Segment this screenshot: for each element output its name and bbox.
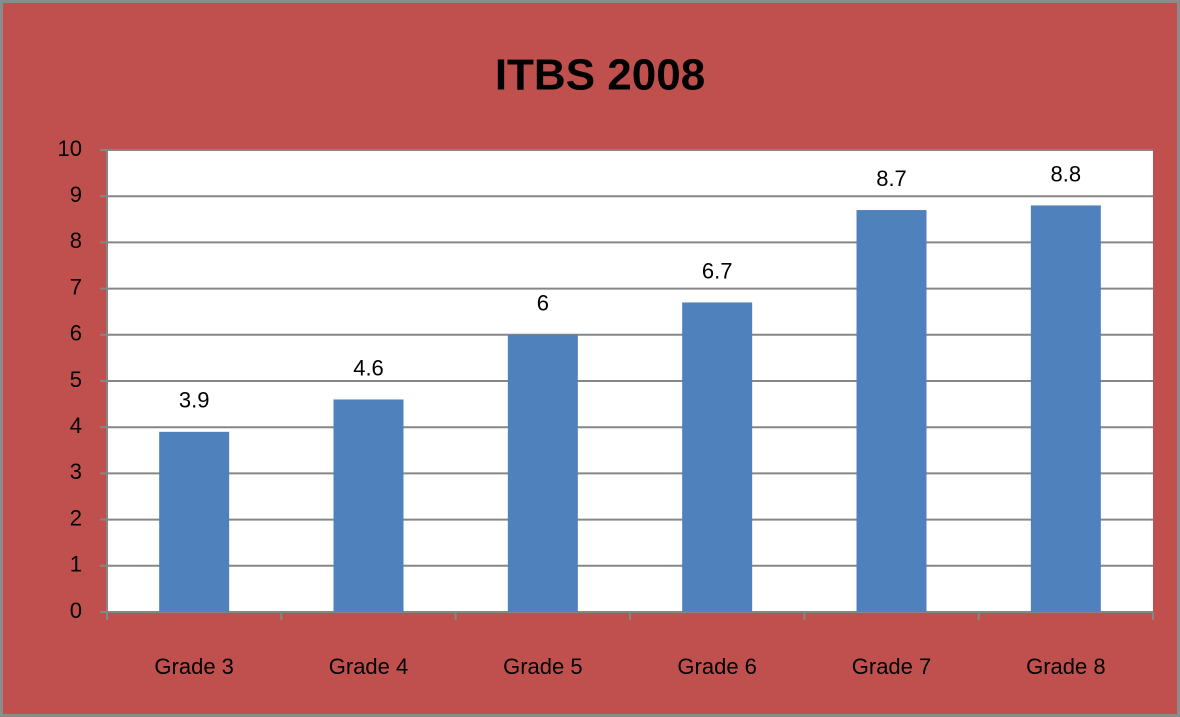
y-tick-label: 10 <box>58 136 82 161</box>
bar <box>682 302 753 612</box>
data-label: 8.7 <box>876 166 907 191</box>
data-label: 8.8 <box>1051 161 1082 186</box>
bar <box>856 210 927 612</box>
bar <box>333 399 404 612</box>
x-tick-label: Grade 6 <box>677 654 757 679</box>
chart-title: ITBS 2008 <box>495 51 705 100</box>
y-tick-label: 7 <box>70 274 82 299</box>
data-label: 6 <box>537 291 549 316</box>
y-tick-label: 2 <box>70 505 82 530</box>
y-tick-label: 9 <box>70 182 82 207</box>
data-label: 4.6 <box>353 355 384 380</box>
y-tick-label: 3 <box>70 459 82 484</box>
bar <box>1030 205 1101 612</box>
y-tick-label: 4 <box>70 413 82 438</box>
data-label: 6.7 <box>702 258 733 283</box>
x-tick-label: Grade 8 <box>1026 654 1106 679</box>
y-tick-label: 0 <box>70 598 82 623</box>
bar <box>159 431 230 612</box>
y-tick-label: 5 <box>70 367 82 392</box>
x-tick-label: Grade 5 <box>503 654 583 679</box>
data-label: 3.9 <box>179 388 210 413</box>
bar <box>507 334 578 612</box>
x-tick-label: Grade 3 <box>154 654 234 679</box>
x-tick-label: Grade 4 <box>329 654 409 679</box>
y-tick-label: 6 <box>70 321 82 346</box>
y-tick-label: 8 <box>70 228 82 253</box>
y-tick-label: 1 <box>70 552 82 577</box>
x-tick-label: Grade 7 <box>852 654 932 679</box>
